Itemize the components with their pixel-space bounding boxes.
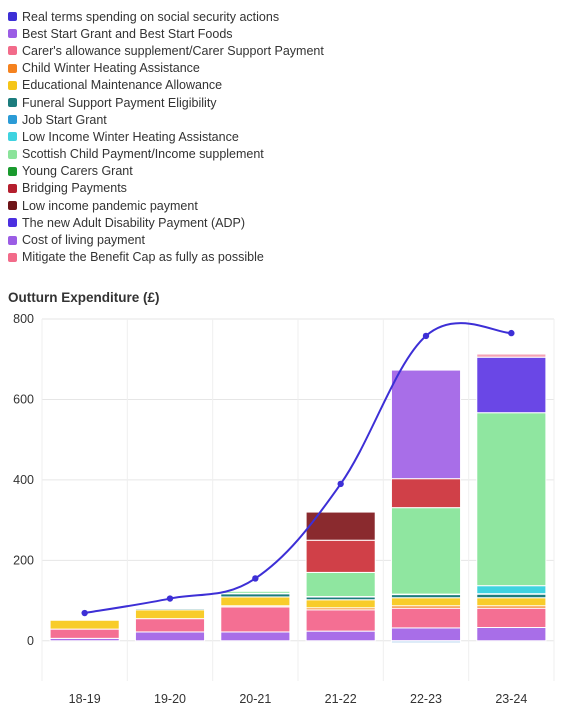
line-point xyxy=(81,609,88,617)
bar-segment xyxy=(220,590,291,594)
bar-segment xyxy=(134,631,206,642)
legend-swatch xyxy=(8,149,17,159)
bar-segment xyxy=(49,628,120,639)
y-tick-label: 400 xyxy=(13,473,34,487)
x-tick-label: 18-19 xyxy=(69,692,101,706)
legend-swatch xyxy=(8,46,17,56)
bar-segment xyxy=(305,599,376,609)
bar-segment xyxy=(390,369,462,480)
bar-segment xyxy=(390,478,462,509)
bar-segment xyxy=(305,539,376,573)
bar-segment xyxy=(305,571,376,598)
line-point xyxy=(337,480,344,488)
bar-segment xyxy=(220,606,291,633)
line-point xyxy=(422,332,430,340)
legend-item[interactable]: Low income pandemic payment xyxy=(8,197,558,214)
legend-swatch xyxy=(8,132,17,142)
bar-segment xyxy=(476,597,547,607)
legend-swatch xyxy=(8,218,17,228)
bar-segment xyxy=(134,618,206,633)
legend-item[interactable]: Educational Maintenance Allowance xyxy=(8,77,558,94)
legend-swatch xyxy=(8,201,17,211)
legend-swatch xyxy=(8,115,17,125)
legend-label: Job Start Grant xyxy=(22,112,107,127)
legend-label: Scottish Child Payment/Income supplement xyxy=(22,147,264,162)
legend-swatch xyxy=(8,80,17,90)
legend-label: Mitigate the Benefit Cap as fully as pos… xyxy=(22,250,264,265)
legend-label: Low Income Winter Heating Assistance xyxy=(22,129,239,144)
legend-item[interactable]: Cost of living payment xyxy=(8,231,558,248)
bar-segment xyxy=(476,356,547,414)
x-tick-label: 22-23 xyxy=(410,692,442,706)
legend-label: Child Winter Heating Assistance xyxy=(22,61,200,76)
bar-segment xyxy=(476,585,547,595)
legend-label: The new Adult Disability Payment (ADP) xyxy=(22,215,246,230)
legend-swatch xyxy=(8,12,17,22)
legend-label: Best Start Grant and Best Start Foods xyxy=(22,26,233,41)
legend-label: Carer's allowance supplement/Carer Suppo… xyxy=(22,43,324,58)
legend-item[interactable]: Young Carers Grant xyxy=(8,163,558,180)
bar-segment xyxy=(49,619,120,630)
legend-item[interactable]: Child Winter Heating Assistance xyxy=(8,60,558,77)
legend-label: Bridging Payments xyxy=(22,181,127,196)
bar-segment xyxy=(476,627,547,642)
y-tick-label: 600 xyxy=(13,392,34,406)
bar-segment xyxy=(134,608,206,611)
legend-item[interactable]: Funeral Support Payment Eligibility xyxy=(8,94,558,111)
legend-label: Cost of living payment xyxy=(22,233,145,248)
bar-segment xyxy=(305,609,376,632)
chart-title: Outturn Expenditure (£) xyxy=(8,290,160,305)
bar-segment xyxy=(390,607,462,629)
bar-segment xyxy=(476,412,547,587)
x-tick-label: 20-21 xyxy=(239,692,271,706)
legend-item[interactable]: Job Start Grant xyxy=(8,111,558,128)
bar-segment xyxy=(390,627,462,642)
legend-item[interactable]: Bridging Payments xyxy=(8,180,558,197)
legend-item[interactable]: Carer's allowance supplement/Carer Suppo… xyxy=(8,42,558,59)
legend-swatch xyxy=(8,235,17,245)
legend-label: Young Carers Grant xyxy=(22,164,133,179)
x-tick-label: 23-24 xyxy=(495,692,527,706)
legend-label: Funeral Support Payment Eligibility xyxy=(22,95,217,110)
bar-segment xyxy=(390,640,462,644)
legend-item[interactable]: Mitigate the Benefit Cap as fully as pos… xyxy=(8,249,558,266)
stacked-bar-chart: 0 200 400 600 800 18-19 19-20 20-21 21-22 22-23 23… xyxy=(13,312,555,706)
legend-label: Real terms spending on social security a… xyxy=(22,9,280,24)
line-point xyxy=(166,595,174,602)
y-tick-label: 0 xyxy=(27,634,34,648)
bar-segment xyxy=(390,507,462,595)
bar-segment xyxy=(220,631,291,642)
legend-swatch xyxy=(8,166,17,176)
line-point xyxy=(508,329,515,337)
legend: Real terms spending on social security a… xyxy=(8,8,558,266)
legend-swatch xyxy=(8,252,17,262)
legend-item[interactable]: Real terms spending on social security a… xyxy=(8,8,558,25)
legend-swatch xyxy=(8,98,17,108)
legend-swatch xyxy=(8,63,17,73)
bar-segment xyxy=(476,607,547,629)
legend-item[interactable]: Scottish Child Payment/Income supplement xyxy=(8,146,558,163)
legend-label: Low income pandemic payment xyxy=(22,198,198,213)
legend-swatch xyxy=(8,183,17,193)
legend-item[interactable]: The new Adult Disability Payment (ADP) xyxy=(8,214,558,231)
x-tick-label: 19-20 xyxy=(154,692,186,706)
legend-swatch xyxy=(8,29,17,39)
bar-segment xyxy=(305,630,376,642)
line-point xyxy=(252,575,259,582)
legend-label: Educational Maintenance Allowance xyxy=(22,78,223,93)
bar-segment xyxy=(476,353,547,358)
legend-item[interactable]: Low Income Winter Heating Assistance xyxy=(8,128,558,145)
y-tick-label: 200 xyxy=(13,553,34,567)
bar-segment xyxy=(134,609,206,620)
bar-segment xyxy=(220,596,291,607)
y-tick-label: 800 xyxy=(13,312,34,326)
bar-segment xyxy=(390,597,462,607)
x-tick-label: 21-22 xyxy=(325,692,357,706)
legend-item[interactable]: Best Start Grant and Best Start Foods xyxy=(8,25,558,42)
